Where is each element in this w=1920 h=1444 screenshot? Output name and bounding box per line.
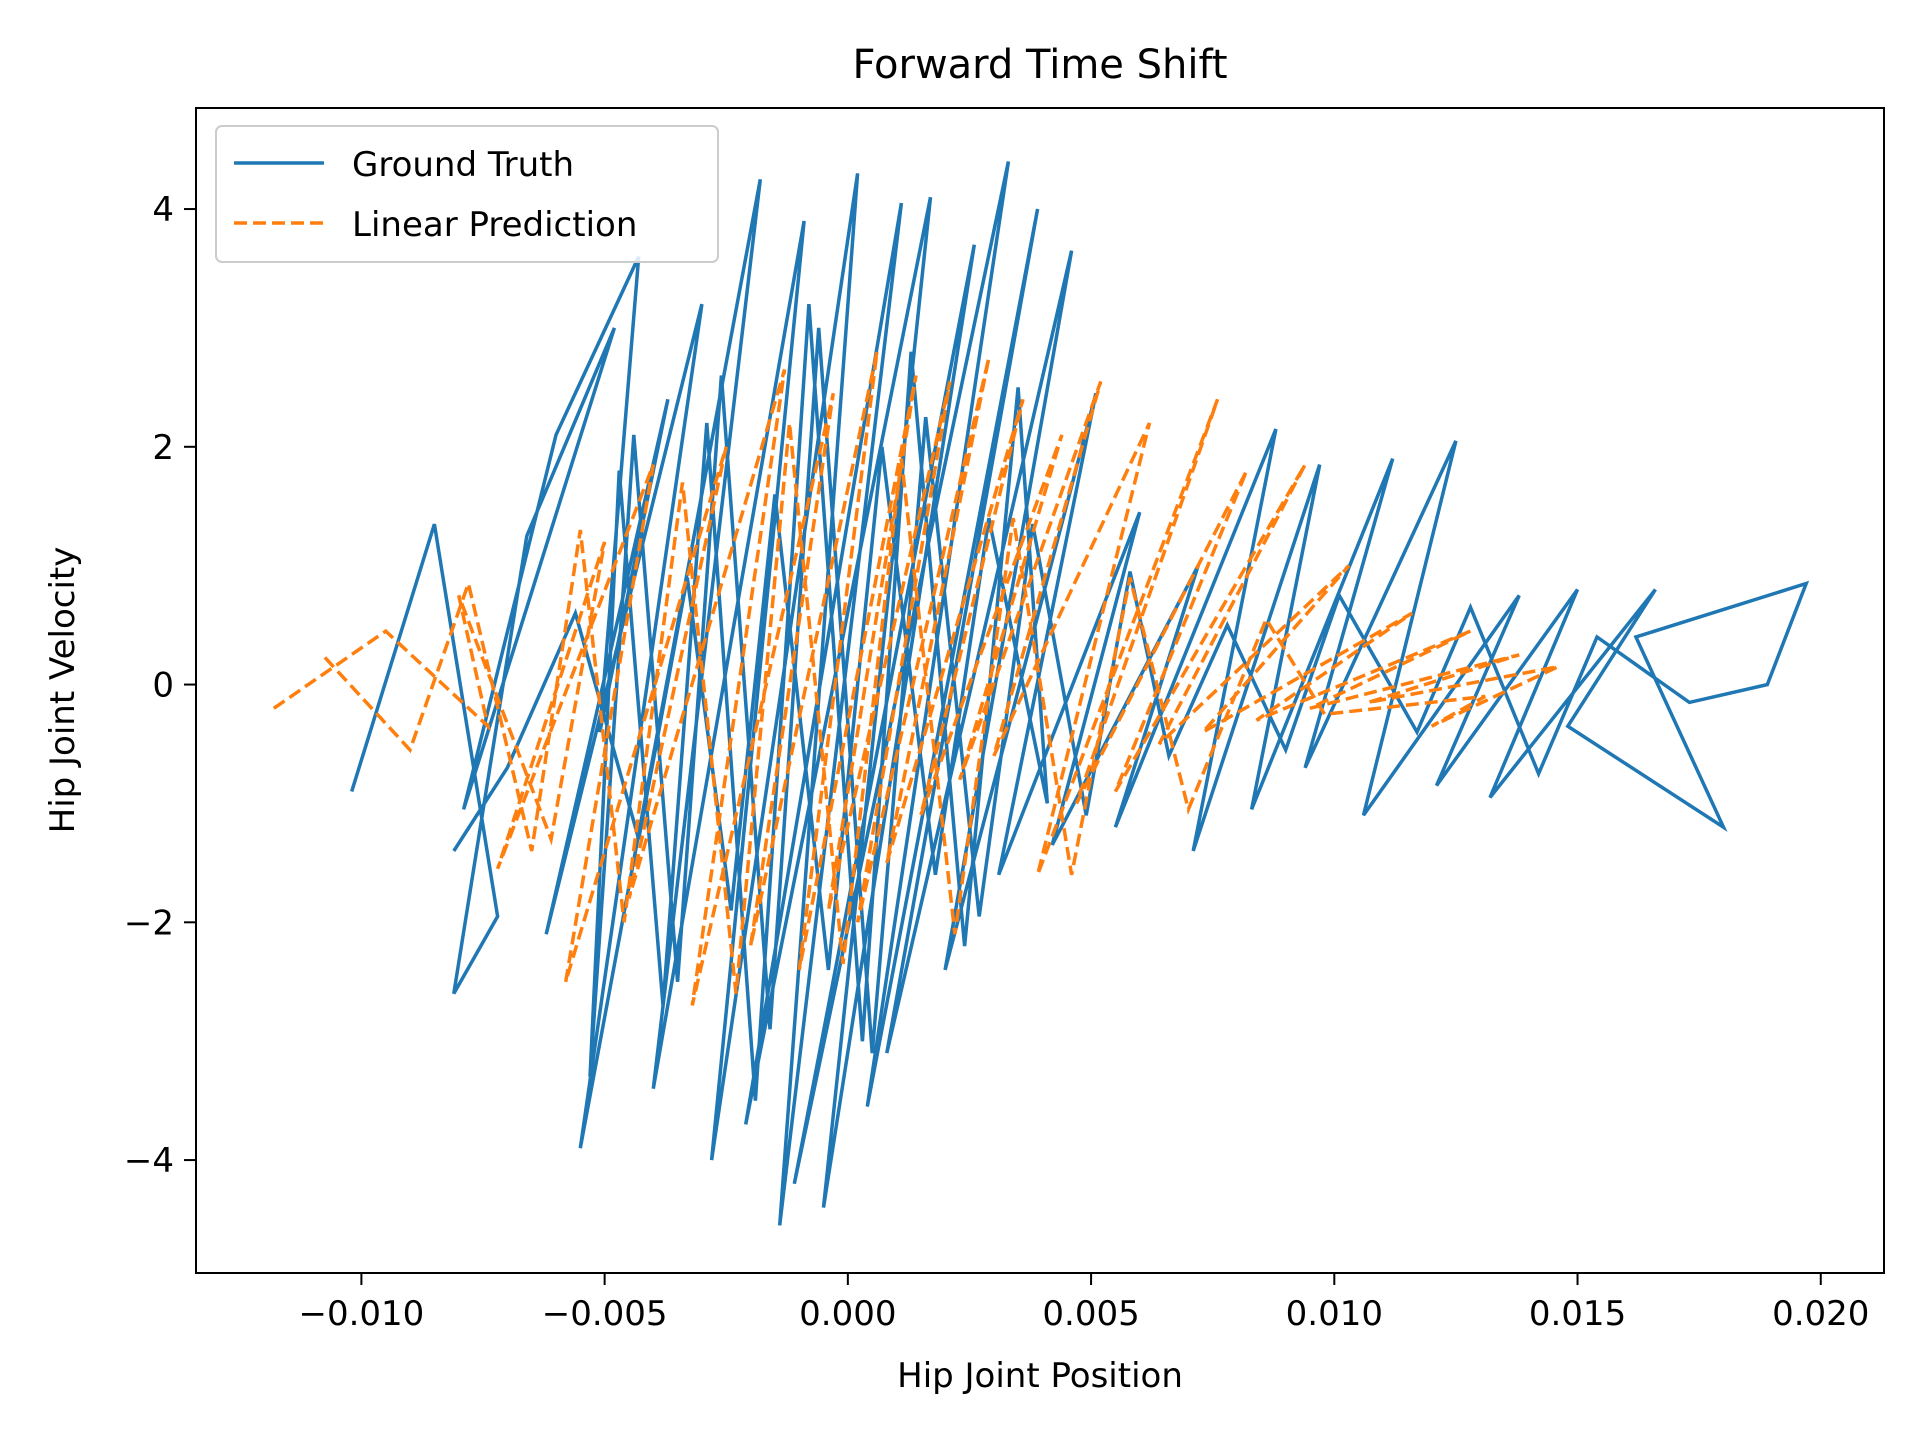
x-tick-label: −0.010 (298, 1294, 424, 1334)
x-axis-ticks: −0.010 −0.005 0.000 0.005 0.010 0.015 0.020 (298, 1273, 1869, 1334)
series-layer (272, 161, 1810, 1226)
chart-title: Forward Time Shift (852, 42, 1227, 88)
y-axis-ticks: −4 −2 0 2 4 (124, 190, 196, 1181)
y-tick-label: 2 (152, 428, 174, 468)
legend-label-linear-prediction: Linear Prediction (352, 205, 637, 245)
x-tick-label: 0.015 (1529, 1294, 1626, 1334)
plot-frame (195, 107, 1885, 1274)
series-line-linear-prediction (272, 351, 1559, 1006)
y-tick-label: −2 (124, 903, 174, 943)
series-line-ground-truth (350, 161, 1810, 1226)
x-tick-label: −0.005 (542, 1294, 668, 1334)
y-axis-label: Hip Joint Velocity (43, 547, 83, 834)
legend-box (215, 125, 719, 263)
y-tick-label: 4 (152, 190, 174, 230)
x-axis-label: Hip Joint Position (897, 1356, 1183, 1396)
legend: Ground Truth Linear Prediction (215, 125, 719, 263)
x-tick-label: 0.010 (1286, 1294, 1383, 1334)
x-tick-label: 0.000 (799, 1294, 896, 1334)
legend-label-ground-truth: Ground Truth (352, 145, 574, 185)
x-tick-label: 0.005 (1042, 1294, 1139, 1334)
x-tick-label: 0.020 (1772, 1294, 1869, 1334)
y-tick-label: −4 (124, 1141, 174, 1181)
y-tick-label: 0 (152, 666, 174, 706)
